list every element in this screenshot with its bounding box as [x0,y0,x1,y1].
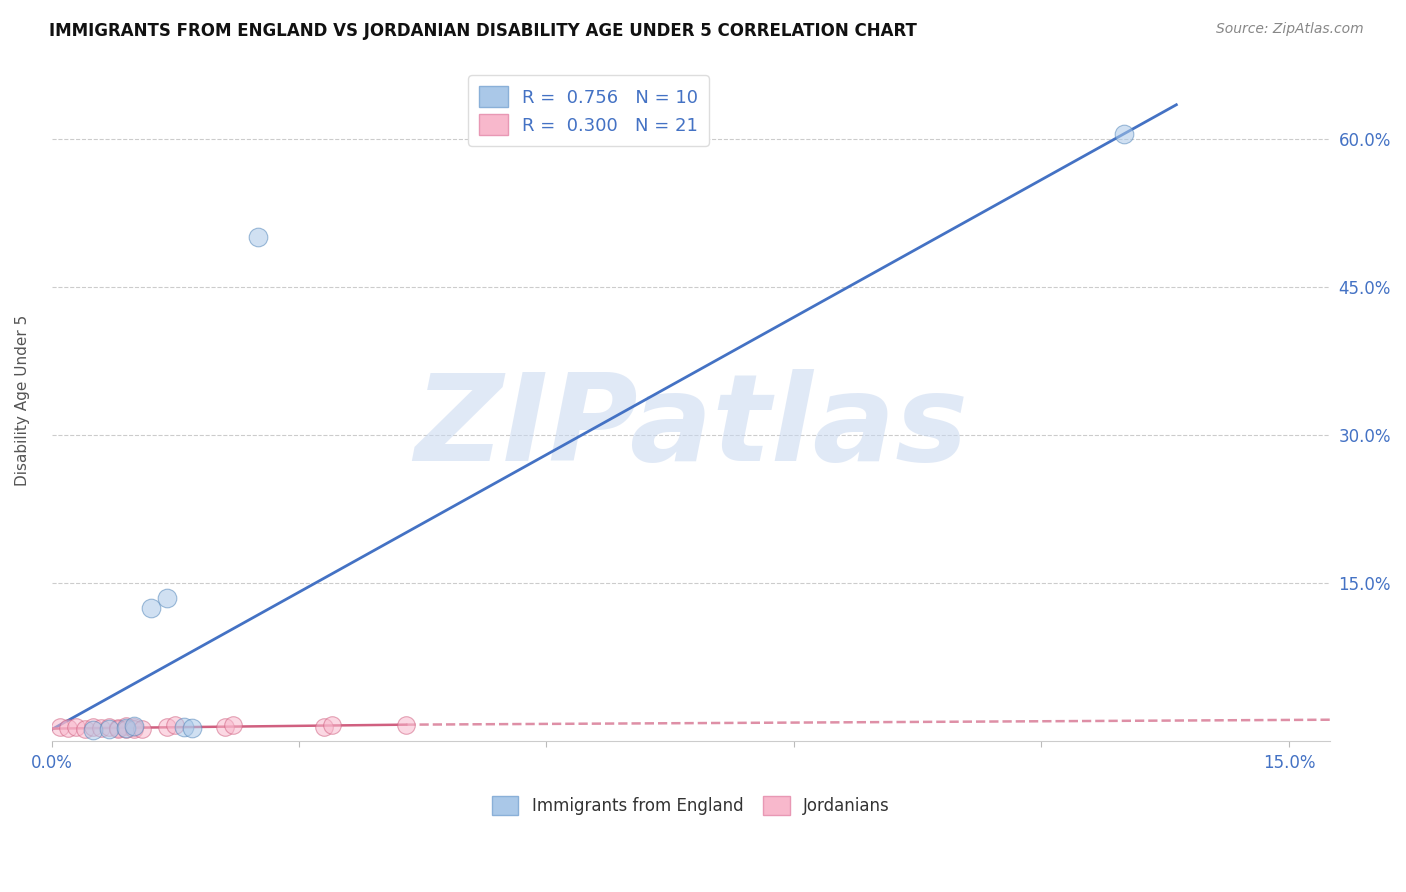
Point [131,722,153,736]
Text: ZIPatlas: ZIPatlas [413,369,967,486]
Text: IMMIGRANTS FROM ENGLAND VS JORDANIAN DISABILITY AGE UNDER 5 CORRELATION CHART: IMMIGRANTS FROM ENGLAND VS JORDANIAN DIS… [49,22,917,40]
Point [98,722,121,736]
Point [214,720,236,734]
Point [73,722,96,736]
Point [107,721,129,735]
Point [122,722,145,736]
Point [312,720,335,734]
Point [395,717,418,731]
Point [246,230,269,244]
Point [114,721,136,735]
Point [139,601,162,615]
Point [122,720,145,734]
Point [180,721,202,735]
Point [156,591,179,606]
Point [156,720,179,734]
Point [56,721,79,735]
Point [107,722,129,736]
Point [90,721,112,735]
Point [173,720,195,734]
Point [165,717,187,731]
Point [98,720,121,734]
Point [49,720,72,734]
Point [82,723,104,737]
Point [222,717,245,731]
Point [114,719,136,733]
Point [321,717,343,731]
Y-axis label: Disability Age Under 5: Disability Age Under 5 [15,315,30,486]
Point [1112,127,1135,141]
Point [122,719,145,733]
Point [65,720,87,734]
Legend: Immigrants from England, Jordanians: Immigrants from England, Jordanians [484,788,898,823]
Point [114,722,136,736]
Point [82,720,104,734]
Text: Source: ZipAtlas.com: Source: ZipAtlas.com [1216,22,1364,37]
